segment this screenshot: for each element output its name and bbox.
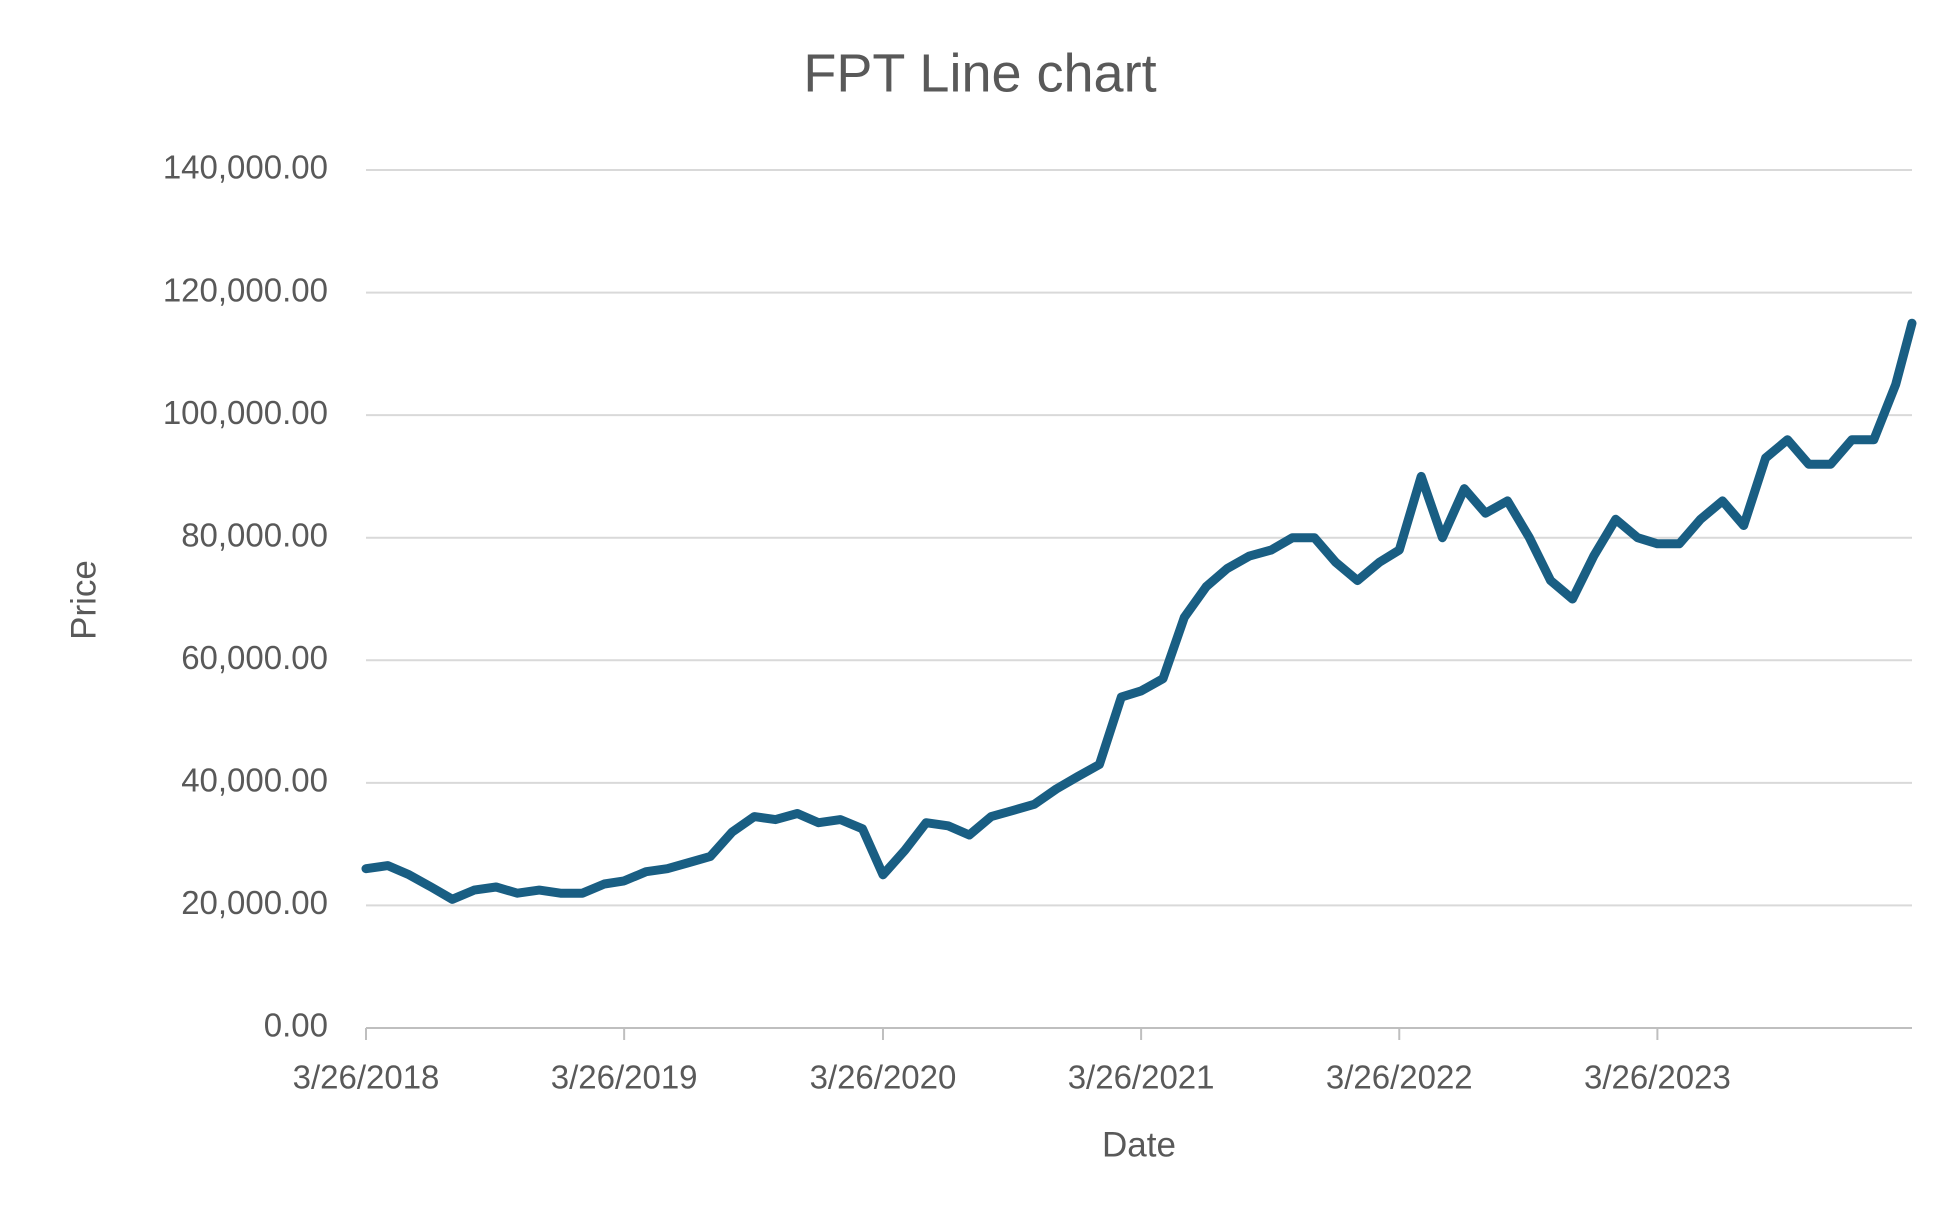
y-tick-label: 40,000.00 bbox=[181, 762, 328, 799]
x-tick-label: 3/26/2022 bbox=[1326, 1059, 1473, 1096]
y-tick-label: 140,000.00 bbox=[163, 149, 328, 186]
price-line bbox=[361, 318, 1917, 904]
x-tick-label: 3/26/2019 bbox=[551, 1059, 698, 1096]
x-tick-label: 3/26/2018 bbox=[293, 1059, 440, 1096]
x-tick-label: 3/26/2023 bbox=[1584, 1059, 1731, 1096]
y-tick-label: 120,000.00 bbox=[163, 271, 328, 308]
chart-title: FPT Line chart bbox=[803, 43, 1156, 103]
y-tick-label: 80,000.00 bbox=[181, 516, 328, 553]
y-axis-title: Price bbox=[64, 560, 103, 640]
y-tick-label: 20,000.00 bbox=[181, 884, 328, 921]
x-axis-title: Date bbox=[1102, 1125, 1176, 1164]
x-tick-label: 3/26/2020 bbox=[810, 1059, 957, 1096]
y-tick-label: 60,000.00 bbox=[181, 639, 328, 676]
x-tick-label: 3/26/2021 bbox=[1068, 1059, 1215, 1096]
y-tick-label: 0.00 bbox=[264, 1007, 328, 1044]
y-tick-label: 100,000.00 bbox=[163, 394, 328, 431]
